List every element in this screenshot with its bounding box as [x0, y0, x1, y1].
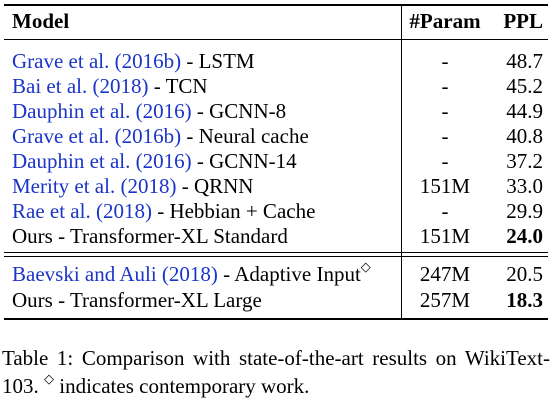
- contemporary-mark-icon: ◇: [360, 259, 371, 274]
- model-cell: Merity et al. (2018) - QRNN: [12, 174, 253, 199]
- model-name: - TCN: [148, 74, 208, 98]
- model-cell: Ours - Transformer-XL Standard: [12, 224, 288, 249]
- citation-link[interactable]: Dauphin et al. (2016): [12, 99, 192, 123]
- citation-link[interactable]: Dauphin et al. (2016): [12, 149, 192, 173]
- ppl-cell: 29.9: [506, 199, 543, 223]
- table-mid-rule-2: [4, 256, 548, 257]
- model-cell: Dauphin et al. (2016) - GCNN-8: [12, 99, 286, 124]
- ppl-cell: 18.3: [506, 288, 543, 312]
- header-model: Model: [12, 9, 70, 33]
- table-header-rule: [4, 39, 548, 40]
- ppl-cell: 44.9: [506, 99, 543, 123]
- model-name: - LSTM: [181, 49, 255, 73]
- model-cell: Grave et al. (2016b) - LSTM: [12, 49, 255, 74]
- table-row: Grave et al. (2016b) - LSTM - 48.7: [0, 49, 555, 74]
- header-param: #Param: [409, 9, 481, 33]
- table-row: Merity et al. (2018) - QRNN 151M 33.0: [0, 174, 555, 199]
- param-cell: 257M: [419, 288, 471, 312]
- model-name: - GCNN-8: [191, 99, 287, 123]
- table-row: Rae et al. (2018) - Hebbian + Cache - 29.9: [0, 199, 555, 224]
- ppl-cell: 45.2: [506, 74, 543, 98]
- param-cell: -: [441, 199, 449, 223]
- ppl-cell: 40.8: [506, 124, 543, 148]
- table-caption: Table 1: Comparison with state-of-the-ar…: [2, 344, 550, 400]
- ppl-cell: 24.0: [506, 224, 543, 248]
- param-cell: -: [441, 149, 449, 173]
- citation-link[interactable]: Merity et al. (2018): [12, 174, 177, 198]
- table-row: Baevski and Auli (2018) - Adaptive Input…: [0, 259, 555, 287]
- table-header-row: Model #Param PPL: [0, 9, 555, 34]
- header-ppl: PPL: [503, 9, 543, 33]
- model-cell: Grave et al. (2016b) - Neural cache: [12, 124, 309, 149]
- table-bottom-rule: [4, 318, 548, 320]
- table-column-divider: [401, 6, 402, 318]
- table-row: Ours - Transformer-XL Standard 151M 24.0: [0, 224, 555, 249]
- table-row: Bai et al. (2018) - TCN - 45.2: [0, 74, 555, 99]
- model-name: Ours - Transformer-XL Standard: [12, 224, 288, 248]
- param-cell: 247M: [419, 262, 471, 286]
- ppl-cell: 33.0: [506, 174, 543, 198]
- model-cell: Bai et al. (2018) - TCN: [12, 74, 208, 99]
- param-cell: -: [441, 124, 449, 148]
- param-cell: 151M: [419, 224, 471, 248]
- table-top-rule: [4, 4, 548, 6]
- table-row: Dauphin et al. (2016) - GCNN-8 - 44.9: [0, 99, 555, 124]
- table-row: Ours - Transformer-XL Large 257M 18.3: [0, 288, 555, 313]
- model-name: - GCNN-14: [191, 149, 297, 173]
- model-name: - QRNN: [176, 174, 254, 198]
- model-name: Ours - Transformer-XL Large: [12, 288, 262, 312]
- table-row: Grave et al. (2016b) - Neural cache - 40.8: [0, 124, 555, 149]
- contemporary-mark-icon: ◇: [44, 371, 54, 386]
- citation-link[interactable]: Rae et al. (2018): [12, 199, 152, 223]
- table-mid-rule: [4, 252, 548, 253]
- model-name: - Neural cache: [181, 124, 309, 148]
- caption-label: Table 1:: [2, 346, 74, 370]
- citation-link[interactable]: Grave et al. (2016b): [12, 124, 182, 148]
- model-name: - Adaptive Input: [217, 262, 361, 286]
- ppl-cell: 20.5: [506, 262, 543, 286]
- citation-link[interactable]: Bai et al. (2018): [12, 74, 149, 98]
- param-cell: 151M: [419, 174, 471, 198]
- table-row: Dauphin et al. (2016) - GCNN-14 - 37.2: [0, 149, 555, 174]
- caption-text-part2: indicates contemporary work.: [54, 374, 310, 398]
- citation-link[interactable]: Grave et al. (2016b): [12, 49, 182, 73]
- model-cell: Rae et al. (2018) - Hebbian + Cache: [12, 199, 315, 224]
- param-cell: -: [441, 49, 449, 73]
- param-cell: -: [441, 74, 449, 98]
- param-cell: -: [441, 99, 449, 123]
- model-cell: Dauphin et al. (2016) - GCNN-14: [12, 149, 297, 174]
- ppl-cell: 37.2: [506, 149, 543, 173]
- model-cell: Ours - Transformer-XL Large: [12, 288, 262, 313]
- ppl-cell: 48.7: [506, 49, 543, 73]
- caption-text-part1: Comparison with state-of-the-art results…: [2, 346, 551, 398]
- model-cell: Baevski and Auli (2018) - Adaptive Input…: [12, 259, 371, 287]
- citation-link[interactable]: Baevski and Auli (2018): [12, 262, 218, 286]
- model-name: - Hebbian + Cache: [151, 199, 316, 223]
